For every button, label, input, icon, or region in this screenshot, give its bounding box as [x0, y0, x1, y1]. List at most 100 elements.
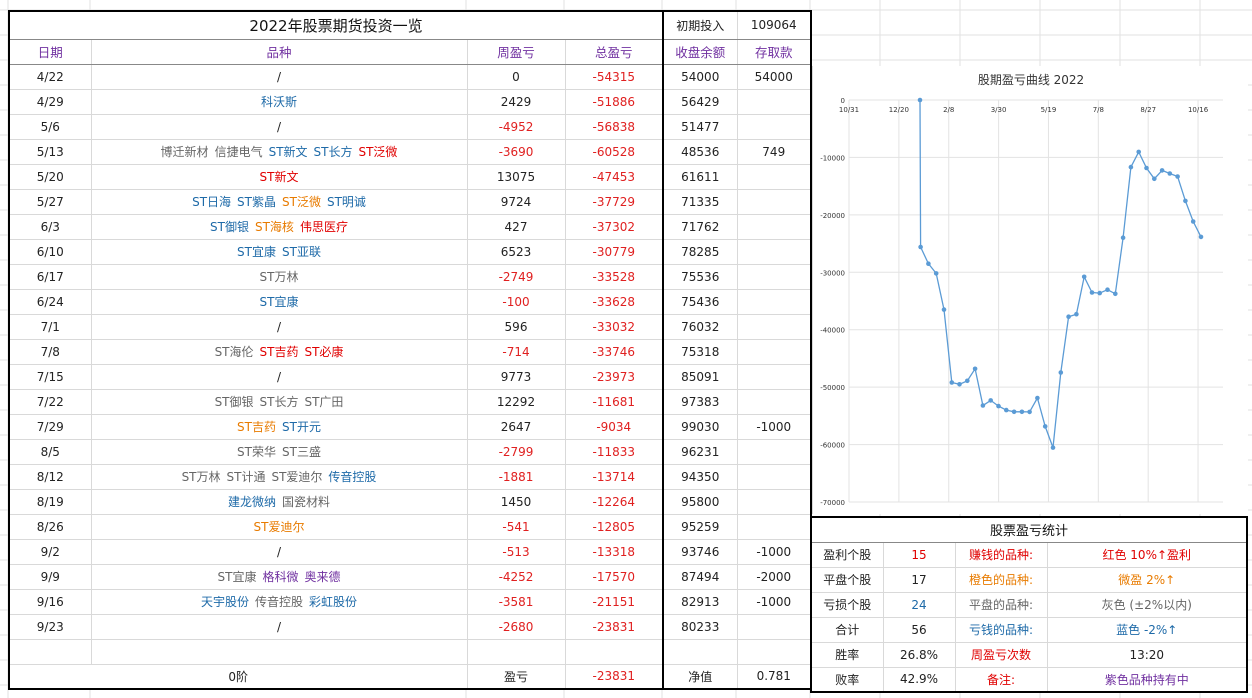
date-cell[interactable]: 5/6: [8, 113, 92, 140]
stats-label[interactable]: 亏损个股: [810, 591, 884, 618]
date-cell[interactable]: 5/27: [8, 188, 92, 215]
balance-cell[interactable]: 85091: [662, 363, 738, 390]
cash-cell[interactable]: [736, 263, 812, 290]
empty-cell[interactable]: [466, 638, 566, 665]
stocks-cell[interactable]: 建龙微纳 国瓷材料: [90, 488, 468, 515]
weekly-pnl-cell[interactable]: 2647: [466, 413, 566, 440]
balance-cell[interactable]: 75536: [662, 263, 738, 290]
balance-cell[interactable]: 75436: [662, 288, 738, 315]
balance-cell[interactable]: 75318: [662, 338, 738, 365]
cash-cell[interactable]: [736, 438, 812, 465]
stocks-cell[interactable]: ST吉药 ST开元: [90, 413, 468, 440]
date-cell[interactable]: 4/22: [8, 63, 92, 90]
cash-cell[interactable]: -1000: [736, 538, 812, 565]
legend-key[interactable]: 橙色的品种:: [954, 566, 1048, 593]
date-cell[interactable]: 4/29: [8, 88, 92, 115]
balance-cell[interactable]: 51477: [662, 113, 738, 140]
total-pnl-cell[interactable]: -33746: [564, 338, 664, 365]
empty-cell[interactable]: [90, 638, 468, 665]
date-cell[interactable]: 5/20: [8, 163, 92, 190]
date-cell[interactable]: 8/5: [8, 438, 92, 465]
weekly-pnl-cell[interactable]: 0: [466, 63, 566, 90]
total-pnl-cell[interactable]: -33528: [564, 263, 664, 290]
legend-desc[interactable]: 13:20: [1046, 641, 1249, 668]
total-pnl-cell[interactable]: -12805: [564, 513, 664, 540]
legend-desc[interactable]: 微盈 2%↑: [1046, 566, 1249, 593]
legend-desc[interactable]: 紫色品种持有中: [1046, 666, 1249, 693]
stats-label[interactable]: 平盘个股: [810, 566, 884, 593]
balance-cell[interactable]: 97383: [662, 388, 738, 415]
date-cell[interactable]: 9/16: [8, 588, 92, 615]
legend-key[interactable]: 赚钱的品种:: [954, 541, 1048, 568]
legend-desc[interactable]: 蓝色 -2%↑: [1046, 616, 1249, 643]
cash-cell[interactable]: [736, 463, 812, 490]
stocks-cell[interactable]: /: [90, 113, 468, 140]
legend-key[interactable]: 平盘的品种:: [954, 591, 1048, 618]
balance-cell[interactable]: 78285: [662, 238, 738, 265]
stocks-cell[interactable]: ST爱迪尔: [90, 513, 468, 540]
stocks-cell[interactable]: /: [90, 613, 468, 640]
cash-cell[interactable]: -1000: [736, 588, 812, 615]
total-pnl-cell[interactable]: -12264: [564, 488, 664, 515]
total-pnl-cell[interactable]: -56838: [564, 113, 664, 140]
stats-value[interactable]: 15: [882, 541, 956, 568]
weekly-pnl-cell[interactable]: 9724: [466, 188, 566, 215]
empty-cell[interactable]: [564, 638, 664, 665]
stocks-cell[interactable]: ST万林 ST计通 ST爱迪尔 传音控股: [90, 463, 468, 490]
stocks-cell[interactable]: 科沃斯: [90, 88, 468, 115]
balance-cell[interactable]: 95259: [662, 513, 738, 540]
legend-desc[interactable]: 灰色 (±2%以内): [1046, 591, 1249, 618]
total-pnl-cell[interactable]: -47453: [564, 163, 664, 190]
footer-label[interactable]: 0阶: [8, 663, 468, 690]
cash-cell[interactable]: [736, 213, 812, 240]
stats-label[interactable]: 败率: [810, 666, 884, 693]
stats-value[interactable]: 24: [882, 591, 956, 618]
weekly-pnl-cell[interactable]: 13075: [466, 163, 566, 190]
date-cell[interactable]: 9/23: [8, 613, 92, 640]
weekly-pnl-cell[interactable]: -100: [466, 288, 566, 315]
balance-cell[interactable]: 56429: [662, 88, 738, 115]
legend-desc[interactable]: 红色 10%↑盈利: [1046, 541, 1249, 568]
weekly-pnl-cell[interactable]: -541: [466, 513, 566, 540]
balance-cell[interactable]: 54000: [662, 63, 738, 90]
cash-cell[interactable]: -2000: [736, 563, 812, 590]
cash-cell[interactable]: [736, 88, 812, 115]
date-cell[interactable]: 8/19: [8, 488, 92, 515]
stocks-cell[interactable]: 天宇股份 传音控股 彩虹股份: [90, 588, 468, 615]
date-cell[interactable]: 7/15: [8, 363, 92, 390]
footer-pnl-value[interactable]: -23831: [564, 663, 664, 690]
total-pnl-cell[interactable]: -21151: [564, 588, 664, 615]
balance-cell[interactable]: 80233: [662, 613, 738, 640]
stocks-cell[interactable]: /: [90, 363, 468, 390]
stocks-cell[interactable]: ST御银 ST海核 伟思医疗: [90, 213, 468, 240]
cash-cell[interactable]: [736, 388, 812, 415]
weekly-pnl-cell[interactable]: 596: [466, 313, 566, 340]
date-cell[interactable]: 7/22: [8, 388, 92, 415]
stats-label[interactable]: 合计: [810, 616, 884, 643]
balance-cell[interactable]: 61611: [662, 163, 738, 190]
date-cell[interactable]: 6/24: [8, 288, 92, 315]
cash-cell[interactable]: [736, 313, 812, 340]
weekly-pnl-cell[interactable]: -3581: [466, 588, 566, 615]
date-cell[interactable]: 9/9: [8, 563, 92, 590]
weekly-pnl-cell[interactable]: 12292: [466, 388, 566, 415]
date-cell[interactable]: 9/2: [8, 538, 92, 565]
total-pnl-cell[interactable]: -9034: [564, 413, 664, 440]
date-cell[interactable]: 7/1: [8, 313, 92, 340]
total-pnl-cell[interactable]: -13714: [564, 463, 664, 490]
weekly-pnl-cell[interactable]: -1881: [466, 463, 566, 490]
stats-value[interactable]: 42.9%: [882, 666, 956, 693]
cash-cell[interactable]: [736, 163, 812, 190]
stocks-cell[interactable]: /: [90, 63, 468, 90]
footer-pnl-label[interactable]: 盈亏: [466, 663, 566, 690]
balance-cell[interactable]: 82913: [662, 588, 738, 615]
weekly-pnl-cell[interactable]: -3690: [466, 138, 566, 165]
total-pnl-cell[interactable]: -23973: [564, 363, 664, 390]
empty-cell[interactable]: [662, 638, 738, 665]
footer-nav-label[interactable]: 净值: [662, 663, 738, 690]
date-cell[interactable]: 7/29: [8, 413, 92, 440]
weekly-pnl-cell[interactable]: -2680: [466, 613, 566, 640]
weekly-pnl-cell[interactable]: 9773: [466, 363, 566, 390]
total-pnl-cell[interactable]: -13318: [564, 538, 664, 565]
legend-key[interactable]: 周盈亏次数: [954, 641, 1048, 668]
